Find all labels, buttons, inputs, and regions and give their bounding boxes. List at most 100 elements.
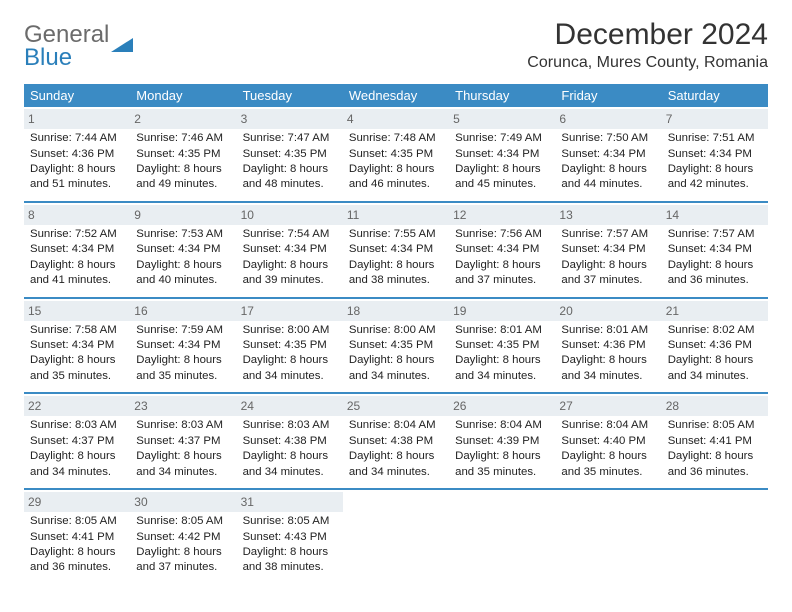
sunset-line: Sunset: 4:34 PM — [243, 242, 337, 257]
day-header: Monday — [130, 84, 236, 107]
day-cell: 21Sunrise: 8:02 AMSunset: 4:36 PMDayligh… — [662, 299, 768, 394]
daylight-line: Daylight: 8 hours and 34 minutes. — [455, 353, 549, 384]
sunset-line: Sunset: 4:34 PM — [136, 242, 230, 257]
sunrise-line: Sunrise: 7:59 AM — [136, 323, 230, 338]
day-cell: 19Sunrise: 8:01 AMSunset: 4:35 PMDayligh… — [449, 299, 555, 394]
day-number: 11 — [343, 205, 449, 225]
daylight-line: Daylight: 8 hours and 36 minutes. — [668, 449, 762, 480]
day-cell: 10Sunrise: 7:54 AMSunset: 4:34 PMDayligh… — [237, 203, 343, 298]
empty-cell — [555, 490, 661, 584]
day-number: 5 — [449, 109, 555, 129]
empty-cell — [662, 490, 768, 584]
sunset-line: Sunset: 4:36 PM — [668, 338, 762, 353]
sunrise-line: Sunrise: 8:05 AM — [30, 514, 124, 529]
sunset-line: Sunset: 4:42 PM — [136, 530, 230, 545]
sunrise-line: Sunrise: 7:51 AM — [668, 131, 762, 146]
sunset-line: Sunset: 4:41 PM — [668, 434, 762, 449]
daylight-line: Daylight: 8 hours and 34 minutes. — [243, 449, 337, 480]
day-number: 30 — [130, 492, 236, 512]
daylight-line: Daylight: 8 hours and 38 minutes. — [349, 258, 443, 289]
day-cell: 20Sunrise: 8:01 AMSunset: 4:36 PMDayligh… — [555, 299, 661, 394]
sunrise-line: Sunrise: 7:47 AM — [243, 131, 337, 146]
day-number: 22 — [24, 396, 130, 416]
daylight-line: Daylight: 8 hours and 34 minutes. — [136, 449, 230, 480]
daylight-line: Daylight: 8 hours and 36 minutes. — [30, 545, 124, 576]
sunrise-line: Sunrise: 8:04 AM — [349, 418, 443, 433]
sunset-line: Sunset: 4:34 PM — [30, 242, 124, 257]
day-number: 25 — [343, 396, 449, 416]
daylight-line: Daylight: 8 hours and 37 minutes. — [136, 545, 230, 576]
sunrise-line: Sunrise: 8:01 AM — [561, 323, 655, 338]
logo: General Blue — [24, 24, 133, 70]
sunrise-line: Sunrise: 7:53 AM — [136, 227, 230, 242]
day-number: 6 — [555, 109, 661, 129]
day-number: 24 — [237, 396, 343, 416]
sunset-line: Sunset: 4:35 PM — [243, 338, 337, 353]
daylight-line: Daylight: 8 hours and 34 minutes. — [668, 353, 762, 384]
empty-cell — [449, 490, 555, 584]
day-cell: 13Sunrise: 7:57 AMSunset: 4:34 PMDayligh… — [555, 203, 661, 298]
sunset-line: Sunset: 4:40 PM — [561, 434, 655, 449]
sunrise-line: Sunrise: 8:00 AM — [243, 323, 337, 338]
week-row: 8Sunrise: 7:52 AMSunset: 4:34 PMDaylight… — [24, 203, 768, 298]
day-cell: 9Sunrise: 7:53 AMSunset: 4:34 PMDaylight… — [130, 203, 236, 298]
day-number: 27 — [555, 396, 661, 416]
day-number: 20 — [555, 301, 661, 321]
day-cell: 22Sunrise: 8:03 AMSunset: 4:37 PMDayligh… — [24, 394, 130, 489]
sunset-line: Sunset: 4:34 PM — [30, 338, 124, 353]
day-number: 28 — [662, 396, 768, 416]
day-cell: 2Sunrise: 7:46 AMSunset: 4:35 PMDaylight… — [130, 107, 236, 202]
daylight-line: Daylight: 8 hours and 45 minutes. — [455, 162, 549, 193]
sunrise-line: Sunrise: 8:00 AM — [349, 323, 443, 338]
sunset-line: Sunset: 4:37 PM — [136, 434, 230, 449]
day-number: 31 — [237, 492, 343, 512]
day-cell: 18Sunrise: 8:00 AMSunset: 4:35 PMDayligh… — [343, 299, 449, 394]
header: General Blue December 2024 Corunca, Mure… — [24, 18, 768, 72]
day-cell: 24Sunrise: 8:03 AMSunset: 4:38 PMDayligh… — [237, 394, 343, 489]
day-cell: 11Sunrise: 7:55 AMSunset: 4:34 PMDayligh… — [343, 203, 449, 298]
day-cell: 4Sunrise: 7:48 AMSunset: 4:35 PMDaylight… — [343, 107, 449, 202]
daylight-line: Daylight: 8 hours and 34 minutes. — [243, 353, 337, 384]
sunrise-line: Sunrise: 8:05 AM — [243, 514, 337, 529]
day-number: 8 — [24, 205, 130, 225]
sunrise-line: Sunrise: 7:57 AM — [668, 227, 762, 242]
sunset-line: Sunset: 4:35 PM — [243, 147, 337, 162]
day-number: 1 — [24, 109, 130, 129]
day-cell: 17 Sunrise: 8:00 AMSunset: 4:35 PMDayligh… — [237, 299, 343, 394]
day-header: Sunday — [24, 84, 130, 107]
day-header: Friday — [555, 84, 661, 107]
sunrise-line: Sunrise: 7:57 AM — [561, 227, 655, 242]
day-number: 23 — [130, 396, 236, 416]
day-number: 17 — [237, 301, 343, 321]
day-header: Thursday — [449, 84, 555, 107]
day-number: 9 — [130, 205, 236, 225]
calendar-table: SundayMondayTuesdayWednesdayThursdayFrid… — [24, 84, 768, 584]
sunrise-line: Sunrise: 7:44 AM — [30, 131, 124, 146]
daylight-line: Daylight: 8 hours and 34 minutes. — [349, 353, 443, 384]
day-cell: 15Sunrise: 7:58 AMSunset: 4:34 PMDayligh… — [24, 299, 130, 394]
day-header: Wednesday — [343, 84, 449, 107]
sunset-line: Sunset: 4:39 PM — [455, 434, 549, 449]
day-number: 7 — [662, 109, 768, 129]
day-cell: 16 Sunrise: 7:59 AMSunset: 4:34 PMDayligh… — [130, 299, 236, 394]
sunrise-line: Sunrise: 8:04 AM — [561, 418, 655, 433]
daylight-line: Daylight: 8 hours and 38 minutes. — [243, 545, 337, 576]
day-number: 4 — [343, 109, 449, 129]
day-number: 13 — [555, 205, 661, 225]
daylight-line: Daylight: 8 hours and 35 minutes. — [136, 353, 230, 384]
daylight-line: Daylight: 8 hours and 49 minutes. — [136, 162, 230, 193]
sunset-line: Sunset: 4:43 PM — [243, 530, 337, 545]
day-header: Tuesday — [237, 84, 343, 107]
sunrise-line: Sunrise: 7:55 AM — [349, 227, 443, 242]
daylight-line: Daylight: 8 hours and 44 minutes. — [561, 162, 655, 193]
day-number: 15 — [24, 301, 130, 321]
day-number: 2 — [130, 109, 236, 129]
sunrise-line: Sunrise: 8:03 AM — [30, 418, 124, 433]
daylight-line: Daylight: 8 hours and 46 minutes. — [349, 162, 443, 193]
sunset-line: Sunset: 4:36 PM — [30, 147, 124, 162]
sunrise-line: Sunrise: 7:46 AM — [136, 131, 230, 146]
day-cell: 5Sunrise: 7:49 AMSunset: 4:34 PMDaylight… — [449, 107, 555, 202]
logo-text: General Blue — [24, 24, 109, 70]
sunset-line: Sunset: 4:34 PM — [136, 338, 230, 353]
day-number: 16 — [130, 301, 236, 321]
